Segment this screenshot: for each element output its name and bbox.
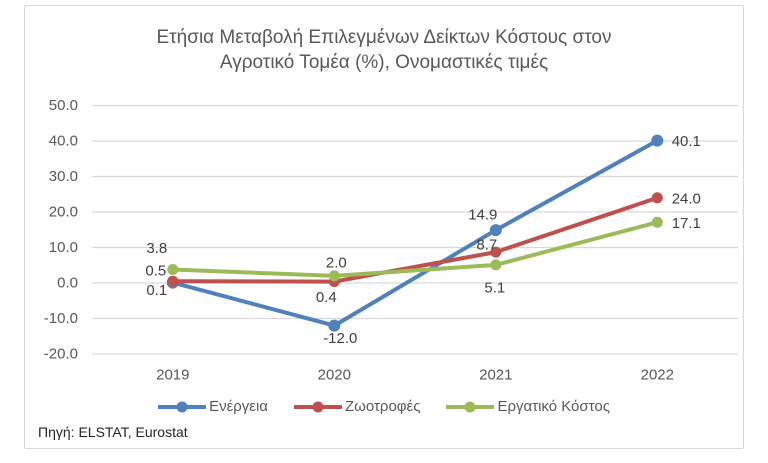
data-point-marker-zootrofes [167,275,179,287]
chart-frame [24,5,744,449]
data-label-zootrofes: 0.4 [316,289,337,306]
data-label-ergatiko-kostos: 3.8 [146,240,167,257]
data-point-marker-energeia [328,319,341,332]
x-axis-tick-label: 2022 [641,367,674,384]
data-point-marker-ergatiko-kostos [490,259,502,271]
y-axis-tick-label: -20.0 [44,346,78,363]
data-label-ergatiko-kostos: 17.1 [672,215,701,232]
data-label-ergatiko-kostos: 2.0 [326,254,347,271]
y-axis-tick-label: 0.0 [57,275,78,292]
data-label-ergatiko-kostos: 5.1 [484,279,505,296]
data-point-marker-ergatiko-kostos [651,216,663,228]
data-point-marker-energeia [489,224,502,237]
source-note: Πηγή: ELSTAT, Eurostat [38,424,188,440]
chart-title-line-1: Ετήσια Μεταβολή Επιλεγμένων Δείκτων Κόστ… [156,27,612,48]
x-axis-tick-label: 2019 [156,367,189,384]
data-label-zootrofes: 0.5 [145,263,166,280]
data-label-energeia: 14.9 [468,207,497,224]
y-axis-tick-label: 30.0 [49,168,78,185]
legend-line-marker-icon [158,401,207,412]
data-point-marker-zootrofes [490,246,502,258]
chart-title: Ετήσια Μεταβολή Επιλεγμένων Δείκτων Κόστ… [24,25,744,75]
data-point-marker-zootrofes [651,192,663,204]
legend: Ενέργεια Ζωοτροφές Εργατικό Κόστος [24,398,744,415]
data-label-zootrofes: 8.7 [476,237,497,254]
y-axis-tick-label: 20.0 [49,204,78,221]
legend-line-marker-icon [446,401,495,412]
data-point-marker-ergatiko-kostos [167,264,179,275]
legend-item-zootrofes: Ζωοτροφές [293,398,421,415]
x-axis-tick-label: 2020 [318,367,351,384]
legend-line-marker-icon [293,401,342,412]
data-label-energeia: 0.1 [146,282,167,299]
data-point-marker-ergatiko-kostos [328,270,340,282]
legend-item-energeia: Ενέργεια [158,398,268,415]
legend-item-ergatiko-kostos: Εργατικό Κόστος [446,398,610,415]
legend-label-ergatiko-kostos: Εργατικό Κόστος [497,398,610,415]
series-line-energeia [170,138,660,328]
data-label-zootrofes: 24.0 [672,190,701,207]
legend-label-energeia: Ενέργεια [209,398,268,415]
y-axis-tick-label: 40.0 [49,133,78,150]
chart-title-line-2: Αγροτικό Τομέα (%), Ονομαστικές τιμές [219,52,549,73]
data-label-energeia: -12.0 [323,330,357,347]
data-point-marker-energeia [651,134,664,147]
y-axis-tick-label: 50.0 [49,97,78,114]
legend-label-zootrofes: Ζωοτροφές [344,398,421,415]
y-axis-tick-label: -10.0 [44,310,78,327]
x-axis-tick-label: 2021 [479,367,512,384]
y-axis-tick-label: 10.0 [49,239,78,256]
data-label-energeia: 40.1 [672,133,701,150]
series-line-zootrofes [170,195,660,284]
series-line-ergatiko-kostos [170,220,660,278]
